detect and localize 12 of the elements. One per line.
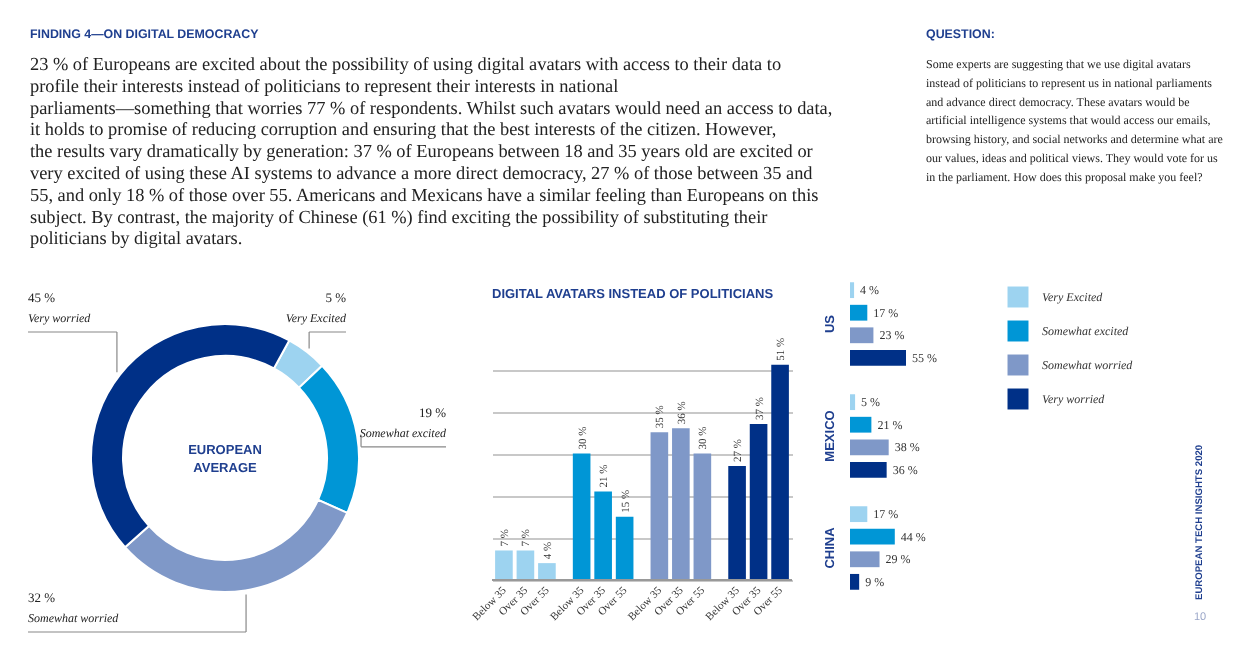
bar [850,439,889,456]
bar [850,394,856,411]
bar [850,349,906,366]
bar [850,528,895,545]
bar [850,416,872,433]
text: 23 % of Europeans are excited about the possibility of using digital avatars with access to their data to profile their interests instead of politicians to represent their interests in national parliaments—something that worries 77 % of respondents. Whilst such avatars would need an access to data, it holds to promise of reducing corruption and ensuring that the best interests of the citizen. However, the results vary dramatically by generation: 37 % of Europeans between 18 and 35 years old are excited or very excited of using these AI systems to advance a more direct democracy, 27 % of those between 35 and 55, and only 18 % of those over 55. Americans and Mexicans have a similar feeling than Europeans on this subject. By contrast, the majority of Chinese (61 %) find exciting the possibility of substituting their politicians by digital avatars. [30,54,833,249]
bar [850,327,874,344]
bar [850,573,860,590]
bar [850,551,880,568]
bar [850,506,868,523]
bar [850,304,868,321]
bar [850,461,887,478]
